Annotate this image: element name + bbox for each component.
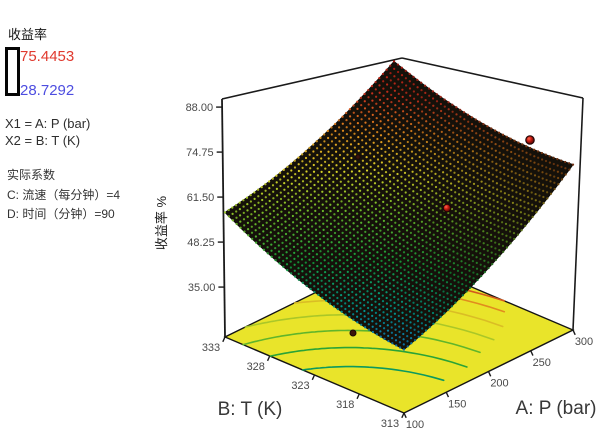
design-point (442, 203, 452, 213)
legend-scale-box (5, 47, 20, 96)
z-axis-title: 收益率 % (154, 195, 169, 250)
floor-contour-line (301, 365, 445, 382)
a-axis-tick (445, 391, 450, 398)
z-axis-tick-label: 61.50 (187, 192, 215, 204)
b-axis-tick (311, 374, 316, 381)
factor-x2-label: X2 = B: T (K) (5, 133, 81, 148)
b-axis-tick-label: 323 (291, 380, 309, 392)
z-axis-tick-label: 88.00 (186, 102, 214, 114)
legend-max-value: 75.4453 (20, 48, 75, 65)
a-axis-tick-label: 300 (575, 336, 593, 348)
actual-factors-title: 实际系数 (7, 168, 56, 182)
b-axis-tick-label: 333 (202, 342, 220, 354)
frame-top-right-edge (401, 57, 584, 99)
z-axis-tick-label: 48.25 (187, 237, 215, 249)
b-axis-tick (266, 355, 271, 362)
a-axis-tick (530, 350, 534, 356)
b-axis-tick (356, 393, 360, 400)
frame-top-left-edge (221, 57, 403, 100)
b-axis-tick-label: 313 (381, 418, 399, 430)
a-axis-tick (487, 371, 492, 377)
actual-factor-c: C: 流速（每分钟）=4 (7, 188, 121, 202)
b-axis-tick-label: 318 (336, 399, 354, 411)
design-point (525, 135, 535, 145)
a-axis-title: A: P (bar) (516, 398, 597, 419)
b-axis-title: B: T (K) (218, 399, 283, 420)
legend-min-value: 28.7292 (20, 82, 75, 99)
a-axis-tick-label: 100 (406, 419, 424, 431)
b-axis-tick (222, 336, 226, 343)
factor-x1-label: X1 = A: P (bar) (5, 116, 91, 131)
a-axis-tick-label: 150 (448, 398, 466, 410)
surface-mesh (223, 60, 575, 351)
actual-factor-d: D: 时间（分钟）=90 (7, 207, 115, 221)
floor-contour-line (269, 346, 468, 368)
legend-title: 收益率 (8, 27, 48, 42)
a-axis-tick-label: 250 (533, 357, 551, 369)
z-axis-tick-label: 74.75 (186, 147, 214, 159)
design-point (355, 154, 361, 160)
z-axis-line (221, 98, 226, 338)
design-point (349, 329, 357, 337)
a-axis-tick-label: 200 (490, 378, 508, 390)
a-axis-tick (403, 412, 407, 419)
b-axis-tick-label: 328 (247, 361, 265, 373)
a-axis-tick (572, 329, 576, 336)
frame-right-axis (572, 97, 584, 331)
z-axis-tick-label: 35.00 (188, 282, 216, 294)
